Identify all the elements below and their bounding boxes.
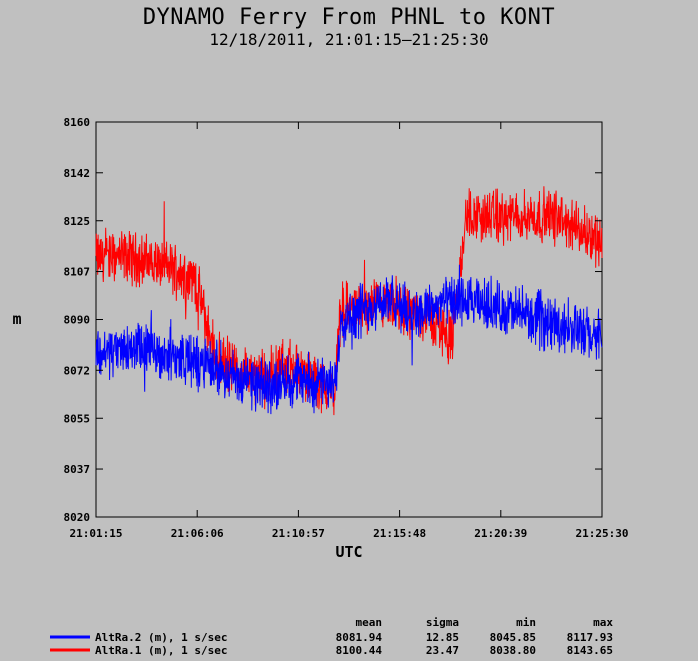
x-tick-label: 21:06:06 <box>171 527 224 540</box>
legend-stat-min: 8045.85 <box>490 631 536 644</box>
legend-stat-sigma: 12.85 <box>426 631 459 644</box>
legend-stat-mean: 8100.44 <box>336 644 383 657</box>
stats-header-min: min <box>516 616 536 629</box>
x-tick-label: 21:01:15 <box>70 527 123 540</box>
chart-subtitle: 12/18/2011, 21:01:15–21:25:30 <box>209 30 489 49</box>
legend-series-name: AltRa.1 (m), 1 s/sec <box>95 644 227 657</box>
x-tick-label: 21:15:48 <box>373 527 426 540</box>
y-tick-label: 8037 <box>64 463 91 476</box>
legend-stat-sigma: 23.47 <box>426 644 459 657</box>
stats-header-max: max <box>593 616 613 629</box>
stats-header-mean: mean <box>356 616 383 629</box>
legend-series-name: AltRa.2 (m), 1 s/sec <box>95 631 227 644</box>
legend: mean sigma min max AltRa.2 (m), 1 s/sec 8081.… <box>50 616 613 657</box>
legend-stat-min: 8038.80 <box>490 644 536 657</box>
legend-stat-max: 8143.65 <box>567 644 613 657</box>
chart-title: DYNAMO Ferry From PHNL to KONT <box>142 5 556 30</box>
y-tick-label: 8020 <box>64 511 91 524</box>
x-tick-label: 21:20:39 <box>474 527 527 540</box>
x-axis-label: UTC <box>335 543 362 561</box>
y-axis-label: m <box>12 310 21 328</box>
y-tick-label: 8160 <box>64 116 91 129</box>
x-tick-label: 21:25:30 <box>576 527 629 540</box>
legend-stat-mean: 8081.94 <box>336 631 383 644</box>
y-tick-label: 8142 <box>64 167 91 180</box>
y-tick-label: 8072 <box>64 364 91 377</box>
y-tick-label: 8090 <box>64 314 91 327</box>
series-layer <box>95 186 603 416</box>
legend-stat-max: 8117.93 <box>567 631 613 644</box>
series-line-altra2 <box>95 264 603 415</box>
y-tick-label: 8125 <box>64 215 91 228</box>
tick-layer: 21:01:15 21:06:06 21:10:57 21:15:48 21:20:39… <box>64 116 629 540</box>
y-tick-label: 8055 <box>64 412 91 425</box>
y-tick-label: 8107 <box>64 266 91 279</box>
stats-header-sigma: sigma <box>426 616 459 629</box>
x-tick-label: 21:10:57 <box>272 527 325 540</box>
